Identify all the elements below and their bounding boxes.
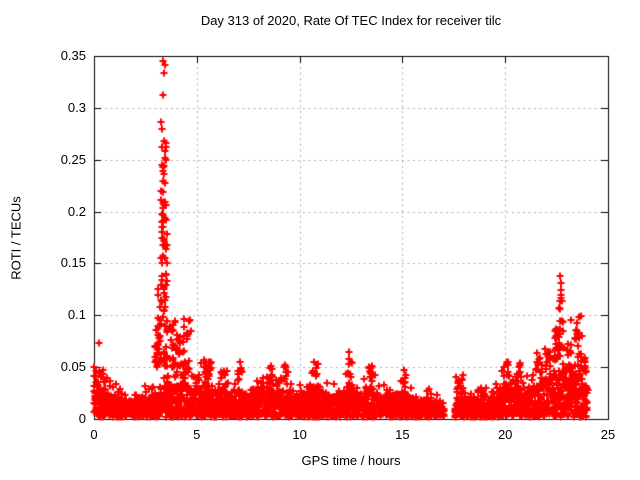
y-tick-label: 0.05: [60, 359, 86, 375]
x-tick-label: 25: [600, 427, 616, 442]
chart-title: Day 313 of 2020, Rate Of TEC Index for r…: [200, 13, 502, 28]
y-tick-label: 0.3: [67, 99, 86, 115]
x-tick-label: 20: [497, 427, 513, 442]
y-tick-label: 0.15: [60, 255, 86, 271]
x-axis-label: GPS time / hours: [301, 453, 401, 468]
x-tick-label: 10: [292, 427, 307, 442]
x-tick-label: 15: [395, 427, 410, 442]
x-tick-label: 5: [193, 427, 201, 442]
y-tick-label: 0.35: [60, 48, 86, 63]
x-tick-label: 0: [90, 427, 98, 442]
y-tick-label: 0: [78, 411, 86, 426]
y-tick-label: 0.1: [67, 307, 86, 323]
y-tick-label: 0.25: [60, 151, 86, 167]
y-tick-label: 0.2: [67, 203, 86, 219]
